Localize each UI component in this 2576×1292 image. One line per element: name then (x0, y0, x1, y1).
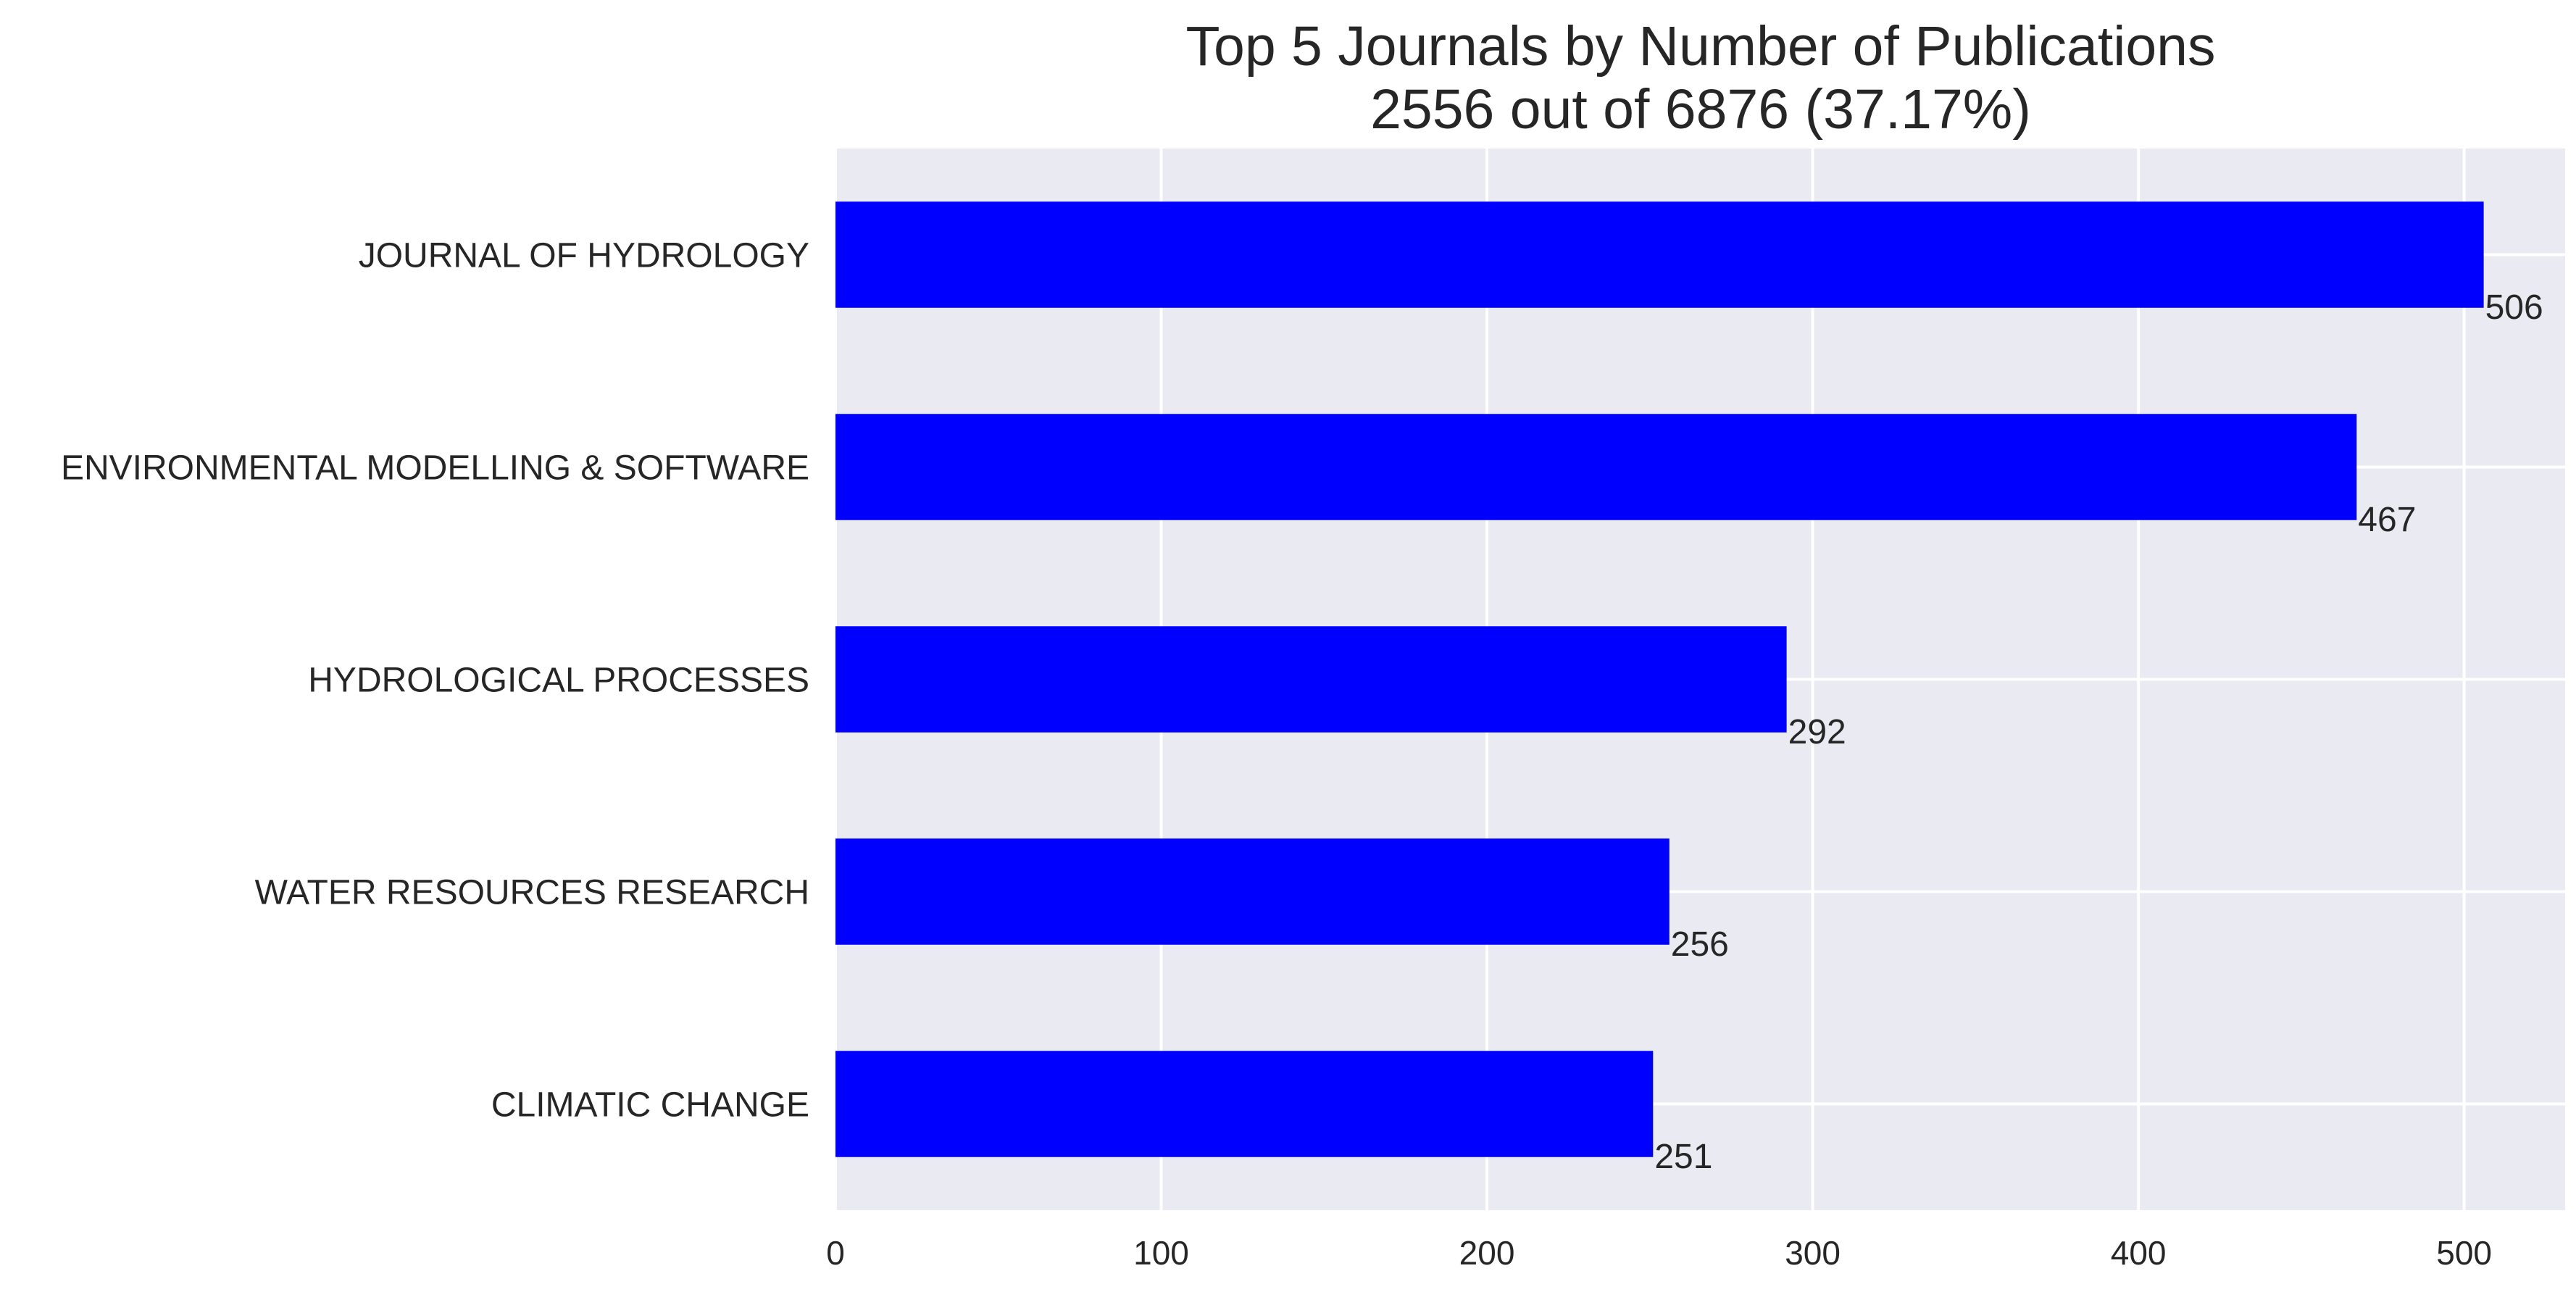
bars (835, 201, 2484, 1157)
category-label: HYDROLOGICAL PROCESSES (308, 662, 809, 700)
bar (835, 626, 1787, 733)
x-tick-label: 400 (2111, 1234, 2167, 1272)
chart-title-line-1: Top 5 Journals by Number of Publications (1186, 15, 2216, 78)
x-tick-label: 100 (1133, 1234, 1189, 1272)
chart-title-line-2: 2556 out of 6876 (37.17%) (1370, 78, 2031, 141)
x-tick-label: 0 (826, 1234, 845, 1272)
bar (835, 1051, 1654, 1157)
labels: JOURNAL OF HYDROLOGY 506 ENVIRONMENTAL MOD… (61, 237, 2543, 1272)
bar (835, 414, 2357, 520)
category-label: ENVIRONMENTAL MODELLING & SOFTWARE (61, 449, 809, 488)
x-tick-label: 300 (1785, 1234, 1841, 1272)
bar (835, 201, 2484, 308)
category-label: WATER RESOURCES RESEARCH (255, 874, 809, 912)
category-label: CLIMATIC CHANGE (491, 1086, 809, 1125)
value-label: 256 (1671, 925, 1729, 964)
value-label: 251 (1654, 1138, 1712, 1176)
value-label: 292 (1788, 713, 1846, 751)
value-label: 467 (2358, 501, 2416, 539)
bar (835, 838, 1670, 945)
x-tick-label: 200 (1459, 1234, 1515, 1272)
x-tick-label: 500 (2436, 1234, 2492, 1272)
category-label: JOURNAL OF HYDROLOGY (359, 237, 809, 275)
value-label: 506 (2485, 288, 2543, 327)
